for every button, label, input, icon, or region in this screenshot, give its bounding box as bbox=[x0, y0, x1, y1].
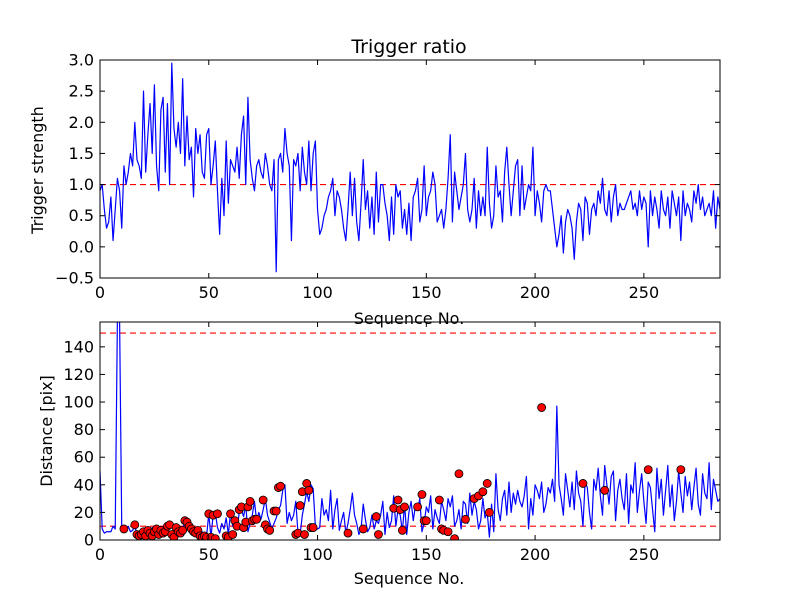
top-ytick-label-7: 3.0 bbox=[69, 51, 94, 70]
bottom-plot-area bbox=[100, 322, 720, 540]
bottom-marker-96 bbox=[485, 508, 494, 517]
bottom-marker-89 bbox=[450, 534, 459, 540]
bottom-marker-39 bbox=[213, 509, 222, 519]
bottom-x-axis-label: Sequence No. bbox=[354, 569, 465, 588]
bottom-ytick-label-1: 20 bbox=[74, 503, 94, 522]
top-ytick-label-5: 2.0 bbox=[69, 113, 94, 132]
bottom-marker-95 bbox=[482, 479, 492, 488]
bottom-frame bbox=[99, 321, 721, 541]
bottom-ytick-label-0: 0 bbox=[84, 531, 94, 550]
bottom-marker-85 bbox=[434, 495, 444, 505]
top-ytick-label-4: 1.5 bbox=[69, 144, 94, 163]
bottom-marker-55 bbox=[258, 495, 268, 505]
bottom-marker-97 bbox=[537, 403, 547, 412]
bottom-marker-73 bbox=[358, 524, 368, 534]
top-y-axis-label: Trigger strength bbox=[28, 106, 47, 235]
bottom-marker-77 bbox=[393, 495, 403, 505]
bottom-ytick-label-5: 100 bbox=[63, 393, 94, 412]
bottom-xtick-label-3: 150 bbox=[411, 545, 442, 564]
bottom-marker-38 bbox=[210, 534, 220, 540]
bottom-marker-60 bbox=[271, 506, 281, 516]
top-x-axis-label: Sequence No. bbox=[354, 309, 465, 328]
bottom-marker-23 bbox=[178, 525, 188, 535]
chart-title-trigger-ratio: Trigger ratio bbox=[350, 36, 466, 58]
bottom-marker-75 bbox=[374, 530, 383, 539]
bottom-marker-54 bbox=[252, 514, 262, 524]
bottom-marker-0 bbox=[119, 524, 129, 534]
bottom-ytick-label-4: 80 bbox=[74, 420, 94, 439]
bottom-ytick-label-6: 120 bbox=[63, 365, 94, 384]
bottom-ytick-label-3: 60 bbox=[74, 448, 94, 467]
top-series-line bbox=[100, 62, 720, 273]
bottom-marker-42 bbox=[226, 509, 235, 519]
top-xtick-label-5: 250 bbox=[629, 283, 660, 302]
bottom-series-line bbox=[100, 322, 720, 538]
bottom-xtick-label-5: 250 bbox=[629, 545, 660, 564]
top-ytick-label-2: 0.5 bbox=[69, 206, 94, 225]
top-ytick-label-0: −0.5 bbox=[55, 269, 94, 288]
bottom-marker-88 bbox=[443, 527, 453, 537]
bottom-marker-67 bbox=[300, 530, 309, 539]
top-xtick-label-2: 100 bbox=[302, 283, 333, 302]
bottom-ytick-label-7: 140 bbox=[63, 337, 94, 356]
top-frame bbox=[99, 59, 721, 279]
bottom-marker-99 bbox=[600, 485, 610, 495]
bottom-marker-82 bbox=[417, 490, 427, 499]
top-xtick-label-3: 150 bbox=[411, 283, 442, 302]
bottom-xtick-label-2: 100 bbox=[302, 545, 333, 564]
top-xtick-label-0: 0 bbox=[95, 283, 105, 302]
bottom-xtick-label-4: 200 bbox=[520, 545, 551, 564]
bottom-marker-81 bbox=[413, 502, 423, 512]
bottom-marker-51 bbox=[245, 496, 255, 506]
top-plot-area bbox=[100, 62, 720, 273]
bottom-marker-80 bbox=[400, 502, 409, 512]
top-ytick-label-1: 0.0 bbox=[69, 237, 94, 256]
bottom-marker-90 bbox=[454, 469, 464, 479]
top-ytick-label-3: 1.0 bbox=[69, 175, 94, 194]
bottom-marker-79 bbox=[397, 525, 407, 535]
bottom-marker-101 bbox=[676, 465, 686, 475]
bottom-marker-98 bbox=[578, 479, 588, 488]
bottom-marker-58 bbox=[265, 525, 275, 535]
bottom-ytick-label-2: 40 bbox=[74, 475, 94, 494]
bottom-marker-43 bbox=[228, 530, 238, 539]
bottom-xtick-label-0: 0 bbox=[95, 545, 105, 564]
bottom-y-axis-label: Distance [pix] bbox=[37, 375, 56, 487]
bottom-marker-84 bbox=[421, 516, 431, 526]
top-ytick-label-6: 2.5 bbox=[69, 82, 94, 101]
bottom-marker-72 bbox=[343, 528, 353, 538]
bottom-marker-71 bbox=[308, 523, 318, 532]
bottom-xtick-label-1: 50 bbox=[199, 545, 219, 564]
bottom-marker-1 bbox=[130, 520, 140, 530]
bottom-marker-100 bbox=[643, 465, 653, 475]
bottom-marker-62 bbox=[276, 481, 285, 491]
bottom-marker-94 bbox=[478, 487, 488, 497]
top-xtick-label-4: 200 bbox=[520, 283, 551, 302]
top-xtick-label-1: 50 bbox=[199, 283, 219, 302]
bottom-marker-65 bbox=[295, 501, 305, 510]
bottom-marker-69 bbox=[304, 485, 314, 495]
bottom-marker-91 bbox=[461, 514, 470, 524]
bottom-marker-74 bbox=[371, 512, 381, 521]
